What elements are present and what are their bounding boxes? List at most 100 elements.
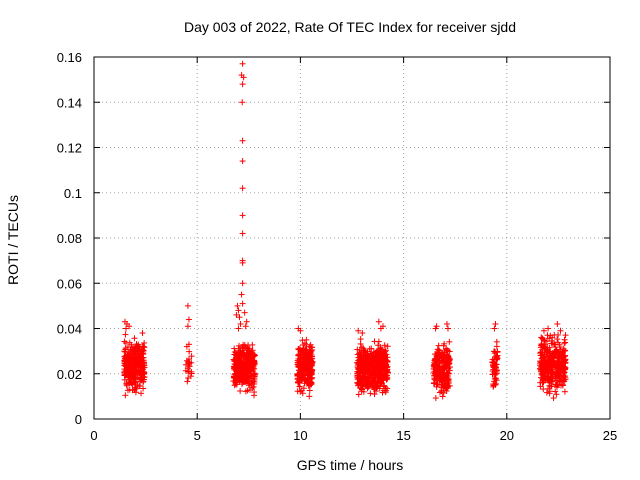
data-point	[231, 345, 238, 352]
data-point	[356, 379, 363, 386]
data-point	[131, 386, 138, 393]
data-point	[128, 355, 135, 362]
data-point	[431, 351, 438, 358]
data-point	[355, 382, 362, 389]
data-point	[308, 366, 315, 373]
data-point	[241, 309, 248, 316]
data-point	[239, 212, 246, 219]
data-point	[431, 363, 438, 370]
data-point	[494, 349, 501, 356]
data-point	[369, 379, 376, 386]
x-axis: 0 5 10 15 20 25	[90, 57, 617, 443]
data-point	[126, 379, 133, 386]
data-point	[137, 367, 144, 374]
data-point	[554, 336, 561, 343]
data-point	[439, 393, 446, 400]
data-point	[135, 348, 142, 355]
data-point	[124, 343, 131, 350]
data-point	[239, 158, 246, 165]
data-point	[371, 386, 378, 393]
data-point	[240, 341, 247, 348]
data-point	[443, 320, 450, 327]
data-point	[237, 387, 244, 394]
data-point	[356, 346, 363, 353]
data-point	[121, 348, 128, 355]
data-point	[246, 352, 253, 359]
data-point	[295, 379, 302, 386]
data-point	[441, 362, 448, 369]
data-point	[375, 338, 382, 345]
data-point	[130, 378, 137, 385]
y-tick-label: 0.14	[57, 95, 82, 110]
data-point	[553, 391, 560, 398]
data-point	[307, 349, 314, 356]
data-point	[298, 374, 305, 381]
data-point	[242, 323, 249, 330]
data-point	[235, 351, 242, 358]
data-point	[377, 383, 384, 390]
y-tick-label: 0.1	[64, 186, 82, 201]
data-point	[236, 342, 243, 349]
data-point	[434, 346, 441, 353]
data-point	[123, 366, 130, 373]
chart-title: Day 003 of 2022, Rate Of TEC Index for r…	[184, 19, 516, 35]
data-point	[562, 332, 569, 339]
data-point	[550, 395, 557, 402]
x-tick-label: 25	[603, 428, 617, 443]
y-tick-label: 0.08	[57, 231, 82, 246]
data-point	[139, 330, 146, 337]
data-point	[307, 379, 314, 386]
data-point	[357, 336, 364, 343]
data-point	[490, 382, 497, 389]
data-point	[121, 376, 128, 383]
data-point	[438, 388, 445, 395]
data-point	[125, 370, 132, 377]
data-point	[182, 367, 189, 374]
data-point	[303, 336, 310, 343]
data-point	[130, 364, 137, 371]
data-point	[437, 377, 444, 384]
data-point	[234, 302, 241, 309]
data-point	[444, 325, 451, 332]
data-point	[300, 375, 307, 382]
data-point	[355, 368, 362, 375]
data-point	[491, 325, 498, 332]
data-point	[239, 81, 246, 88]
data-point	[127, 352, 134, 359]
data-point	[300, 385, 307, 392]
data-point	[494, 355, 501, 362]
data-point	[248, 379, 255, 386]
data-point	[306, 393, 313, 400]
data-point	[294, 372, 301, 379]
y-tick-label: 0.06	[57, 276, 82, 291]
y-tick-label: 0.04	[57, 322, 82, 337]
data-point	[131, 335, 138, 342]
data-point	[251, 373, 258, 380]
data-point	[249, 341, 256, 348]
data-point	[360, 375, 367, 382]
data-point	[377, 379, 384, 386]
data-point	[239, 300, 246, 307]
data-point	[300, 341, 307, 348]
data-point	[442, 373, 449, 380]
data-point	[185, 316, 192, 323]
data-point	[442, 385, 449, 392]
data-point	[298, 366, 305, 373]
data-point	[561, 388, 568, 395]
data-point	[384, 343, 391, 350]
data-point	[124, 365, 131, 372]
data-point	[121, 338, 128, 345]
data-point	[186, 348, 193, 355]
data-point	[188, 353, 195, 360]
data-point	[296, 358, 303, 365]
data-point	[236, 377, 243, 384]
data-point	[231, 365, 238, 372]
data-point	[137, 378, 144, 385]
data-point	[445, 376, 452, 383]
data-point	[382, 354, 389, 361]
data-point	[381, 342, 388, 349]
data-point	[239, 280, 246, 287]
y-tick-label: 0.12	[57, 141, 82, 156]
data-point	[186, 360, 193, 367]
